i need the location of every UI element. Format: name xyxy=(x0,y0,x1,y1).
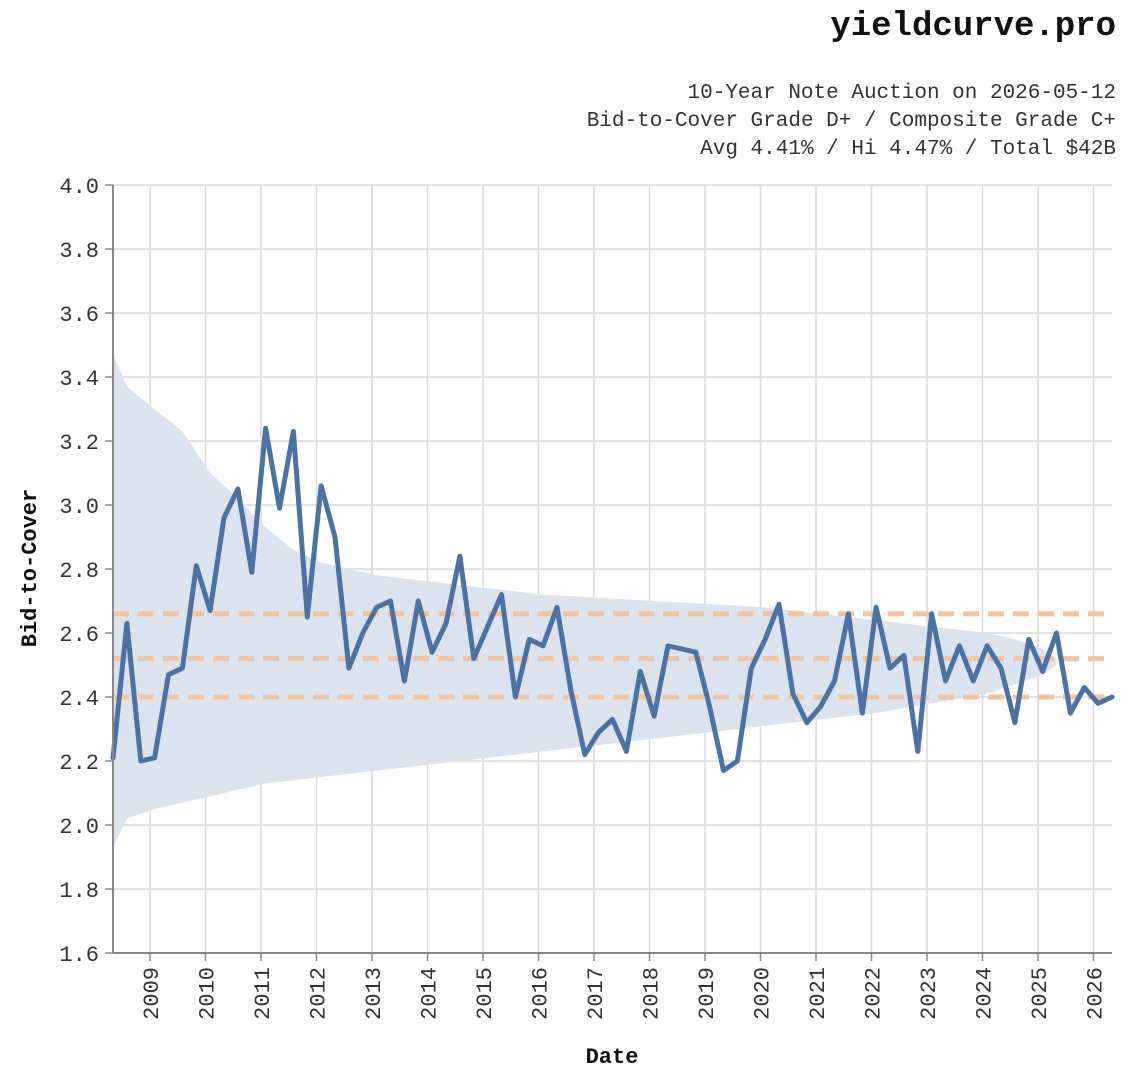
x-tick-label: 2015 xyxy=(473,967,498,1020)
y-tick-label: 3.4 xyxy=(59,367,99,392)
x-axis-title: Date xyxy=(586,1045,639,1070)
y-tick-label: 3.6 xyxy=(59,303,99,328)
x-tick-label: 2020 xyxy=(751,967,776,1020)
y-tick-label: 2.2 xyxy=(59,751,99,776)
y-tick-label: 3.0 xyxy=(59,495,99,520)
y-tick-label: 3.2 xyxy=(59,431,99,456)
x-tick-label: 2023 xyxy=(917,967,942,1020)
x-tick-label: 2010 xyxy=(196,967,221,1020)
x-tick-label: 2012 xyxy=(307,967,332,1020)
confidence-band xyxy=(113,354,1057,848)
y-tick-label: 3.8 xyxy=(59,239,99,264)
brand-title: yieldcurve.pro xyxy=(830,8,1116,46)
x-tick-label: 2013 xyxy=(362,967,387,1020)
y-tick-label: 1.6 xyxy=(59,943,99,968)
axis-layer: 4.0 3.8 3.6 3.4 3.2 3.0 2.8 2.6 2.4 2.2 2.0 1.8 1.6 2… xyxy=(59,175,1112,1020)
x-tick-label: 2018 xyxy=(640,967,665,1020)
x-tick-label: 2011 xyxy=(251,967,276,1020)
x-tick-label: 2019 xyxy=(695,967,720,1020)
y-tick-label: 1.8 xyxy=(59,879,99,904)
x-tick-label: 2014 xyxy=(418,967,443,1020)
x-tick-label: 2016 xyxy=(529,967,554,1020)
band-layer xyxy=(113,354,1057,848)
y-tick-label: 2.4 xyxy=(59,687,99,712)
y-tick-label: 2.0 xyxy=(59,815,99,840)
y-axis-title: Bid-to-Cover xyxy=(18,489,43,647)
y-tick-label: 2.6 xyxy=(59,623,99,648)
x-tick-label: 2024 xyxy=(973,967,998,1020)
bid-to-cover-series-line xyxy=(110,425,1115,774)
y-tick-label: 2.8 xyxy=(59,559,99,584)
reference-lines-layer xyxy=(113,611,1112,700)
y-tick-label: 4.0 xyxy=(59,175,99,200)
x-tick-label: 2022 xyxy=(862,967,887,1020)
subtitle-line-1: 10-Year Note Auction on 2026-05-12 xyxy=(687,82,1116,105)
subtitle-line-3: Avg 4.41% / Hi 4.47% / Total $42B xyxy=(700,138,1116,161)
x-tick-label: 2009 xyxy=(140,967,165,1020)
line-layer xyxy=(110,425,1115,774)
x-tick-label: 2021 xyxy=(806,967,831,1020)
subtitle-line-2: Bid-to-Cover Grade D+ / Composite Grade … xyxy=(586,110,1116,133)
x-tick-label: 2026 xyxy=(1084,967,1109,1020)
x-tick-label: 2025 xyxy=(1028,967,1053,1020)
x-tick-label: 2017 xyxy=(584,967,609,1020)
